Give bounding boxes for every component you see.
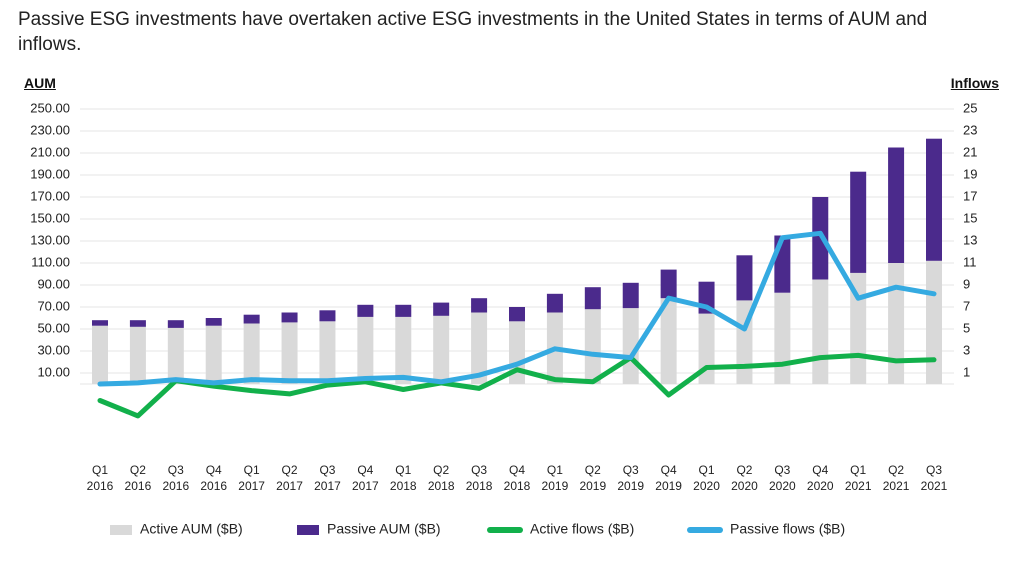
x-tick-label: Q3 2017 (314, 463, 341, 493)
bar (92, 325, 108, 384)
y2-tick-label: 9 (963, 276, 970, 291)
x-tick-label: Q3 2020 (769, 463, 796, 493)
x-tick-label: Q1 2021 (844, 463, 872, 493)
bar (281, 312, 298, 323)
bar (888, 147, 905, 263)
legend-swatch (297, 525, 319, 535)
bar (926, 260, 942, 384)
x-tick-label: Q4 2018 (503, 463, 531, 493)
y2-tick-label: 1 (963, 364, 970, 379)
x-tick-label: Q1 2019 (541, 463, 569, 493)
bar (926, 138, 942, 261)
bar (243, 314, 260, 324)
x-tick-label: Q1 2016 (86, 463, 114, 493)
bar (205, 318, 222, 326)
legend-label: Passive AUM ($B) (327, 521, 441, 537)
y-tick-label: 50.00 (37, 320, 70, 335)
x-tick-label: Q3 2021 (920, 463, 948, 493)
y2-tick-label: 25 (963, 100, 977, 115)
x-tick-label: Q2 2018 (427, 463, 455, 493)
y2-tick-label: 19 (963, 166, 977, 181)
legend-label: Active AUM ($B) (140, 521, 243, 537)
y-axis-label: AUM (24, 75, 56, 91)
x-tick-label: Q3 2018 (465, 463, 493, 493)
y2-tick-label: 3 (963, 342, 970, 357)
bar (622, 282, 639, 309)
bar (243, 323, 260, 384)
bar (471, 312, 488, 384)
y2-tick-label: 13 (963, 232, 977, 247)
x-tick-label: Q2 2019 (579, 463, 607, 493)
bar (433, 302, 450, 316)
y-tick-label: 70.00 (37, 298, 70, 313)
bar (774, 292, 791, 384)
y2-axis-label: Inflows (950, 75, 999, 91)
bar (850, 171, 867, 273)
y-tick-label: 30.00 (37, 342, 70, 357)
legend-swatch (110, 525, 132, 535)
bar (471, 298, 488, 313)
bar (167, 327, 184, 384)
bar (736, 255, 753, 301)
bar (281, 322, 298, 384)
x-tick-label: Q4 2016 (200, 463, 228, 493)
bar (546, 293, 563, 313)
y-tick-label: 110.00 (31, 254, 70, 269)
bar (319, 321, 336, 384)
bar (129, 320, 146, 327)
bar (92, 320, 108, 326)
x-tick-label: Q1 2020 (693, 463, 720, 493)
x-tick-label: Q2 2021 (882, 463, 910, 493)
x-tick-label: Q2 2017 (276, 463, 303, 493)
bar (812, 279, 829, 384)
x-tick-label: Q1 2017 (238, 463, 265, 493)
y2-tick-label: 11 (963, 254, 977, 269)
bar (584, 309, 601, 384)
x-tick-label: Q4 2020 (806, 463, 834, 493)
bar (357, 304, 374, 317)
y-tick-label: 250.00 (30, 100, 70, 115)
bar (395, 316, 412, 384)
bar (888, 263, 905, 384)
bar (167, 320, 184, 328)
y-tick-label: 190.00 (30, 166, 70, 181)
y2-tick-label: 7 (963, 298, 970, 313)
x-tick-label: Q1 2018 (389, 463, 417, 493)
bar (319, 310, 336, 322)
bar (660, 269, 677, 299)
bar (433, 315, 450, 384)
bar (357, 316, 374, 384)
bar (509, 307, 525, 322)
bar (584, 287, 601, 310)
y2-tick-label: 23 (963, 122, 977, 137)
y-tick-label: 150.00 (30, 210, 70, 225)
x-tick-label: Q3 2016 (162, 463, 190, 493)
y2-tick-label: 21 (963, 144, 977, 159)
bar (395, 304, 412, 317)
y-tick-label: 90.00 (37, 276, 70, 291)
line-series (97, 230, 937, 387)
y-tick-label: 10.00 (37, 364, 70, 379)
y-tick-label: 210.00 (30, 144, 70, 159)
y2-tick-label: 5 (963, 320, 970, 335)
y-tick-label: 170.00 (30, 188, 70, 203)
y-tick-label: 230.00 (30, 122, 70, 137)
x-tick-label: Q2 2020 (731, 463, 758, 493)
x-tick-label: Q4 2017 (352, 463, 379, 493)
y2-tick-label: 15 (963, 210, 977, 225)
line-series (97, 352, 937, 419)
x-tick-label: Q4 2019 (655, 463, 682, 493)
bar (205, 325, 222, 384)
x-tick-label: Q2 2016 (124, 463, 152, 493)
bar (660, 298, 677, 384)
y2-tick-label: 17 (963, 188, 977, 203)
chart-title: Passive ESG investments have overtaken a… (18, 9, 928, 55)
legend-label: Active flows ($B) (530, 521, 634, 537)
y-tick-label: 130.00 (30, 232, 70, 247)
bar (129, 326, 146, 384)
legend-label: Passive flows ($B) (730, 521, 845, 537)
x-tick-label: Q3 2019 (617, 463, 645, 493)
